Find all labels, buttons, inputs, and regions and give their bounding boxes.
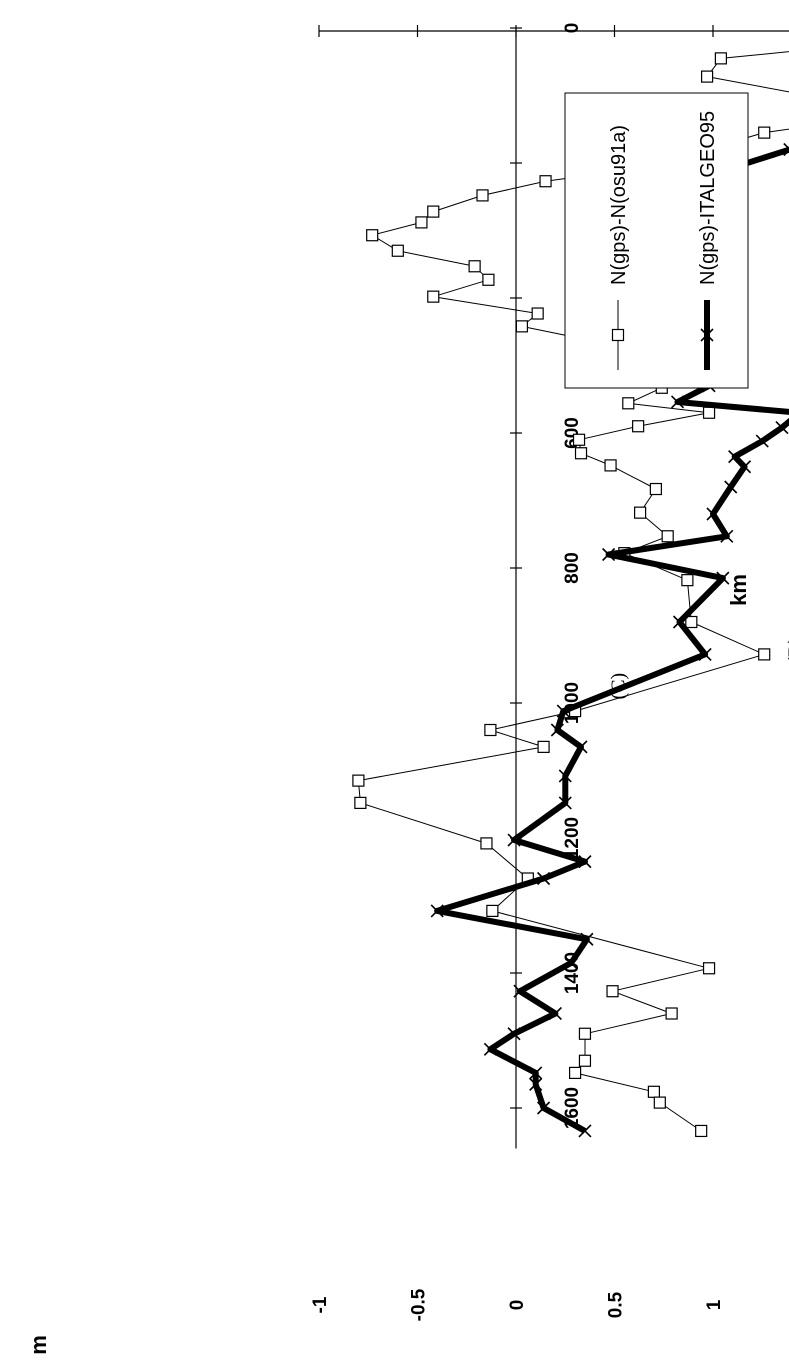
square-point	[622, 397, 635, 410]
y-tick-label: 1	[704, 1299, 725, 1310]
x-point	[550, 723, 564, 737]
square-point	[653, 1096, 666, 1109]
legend-entry: N(gps)-N(osu91a)	[608, 125, 630, 370]
x-point	[672, 615, 687, 629]
x-axis-title: km	[726, 574, 751, 606]
x-point	[558, 769, 572, 783]
x-point	[513, 984, 527, 998]
x-point	[548, 1006, 562, 1021]
legend-square-icon	[611, 328, 625, 342]
x-point	[737, 460, 752, 474]
x-point	[580, 932, 594, 946]
x-point	[507, 833, 521, 847]
annotation-label: (C)	[607, 673, 629, 700]
square-point	[574, 447, 588, 460]
y-tick-label: 0	[507, 1300, 528, 1311]
legend-box	[564, 92, 749, 389]
square-point	[758, 126, 771, 139]
x-point	[706, 507, 720, 521]
annotation-label: (B)	[785, 637, 789, 664]
square-point	[702, 962, 716, 975]
y-tick-label: 0.5	[606, 1291, 627, 1318]
square-point	[695, 1124, 708, 1138]
square-point	[415, 216, 428, 229]
square-point	[647, 1085, 661, 1098]
x-point	[537, 1101, 551, 1115]
square-point	[354, 796, 367, 810]
x-point	[574, 740, 588, 754]
x-point	[698, 647, 712, 661]
square-point	[568, 1066, 582, 1080]
square-point	[578, 1027, 592, 1040]
square-point	[366, 229, 379, 242]
square-point	[486, 904, 499, 918]
square-point	[537, 740, 550, 753]
square-point	[515, 320, 529, 333]
x-point	[602, 547, 616, 562]
square-point	[634, 506, 647, 519]
series-osu91a	[352, 51, 789, 1138]
series-line	[357, 51, 789, 1132]
square-point	[714, 52, 727, 65]
x-tick-label: 800	[562, 552, 583, 584]
x-point	[483, 1042, 497, 1056]
square-point	[665, 1007, 678, 1020]
x-point	[755, 434, 769, 448]
square-point	[632, 420, 645, 433]
x-tick-label: 0	[562, 23, 583, 34]
square-point	[700, 70, 714, 83]
x-point	[578, 855, 592, 869]
legend-entries: N(gps)-N(osu91a) N(gps)-ITALGEO95	[608, 111, 719, 370]
legend-label: N(gps)-N(osu91a)	[608, 125, 630, 285]
square-point	[468, 260, 481, 273]
square-point	[681, 574, 694, 587]
square-point	[427, 290, 440, 303]
x-point	[578, 1124, 592, 1138]
x-point	[537, 871, 551, 886]
y-tick-label: -0.5	[409, 1288, 430, 1321]
legend-x-icon	[700, 328, 714, 342]
square-point	[482, 273, 495, 286]
x-point	[775, 421, 789, 435]
y-axis-title: m	[26, 1335, 51, 1355]
square-point	[531, 307, 544, 320]
square-point	[702, 406, 716, 419]
x-point	[564, 956, 578, 970]
square-point	[539, 175, 552, 188]
square-point	[661, 530, 674, 543]
square-point	[427, 205, 440, 218]
square-point	[604, 459, 617, 472]
square-point	[578, 1054, 592, 1067]
legend-entry: N(gps)-ITALGEO95	[697, 111, 719, 370]
y-tick-label: -1	[310, 1296, 331, 1313]
square-point	[476, 189, 489, 202]
square-point	[606, 985, 619, 998]
y-axis-ticks: 2.521.510.50-0.5-1	[310, 25, 725, 1321]
x-point	[724, 480, 738, 494]
x-point	[529, 1066, 543, 1080]
legend: N(gps)-N(osu91a) N(gps)-ITALGEO95	[564, 92, 749, 389]
x-point	[558, 796, 572, 810]
x-point	[783, 142, 789, 157]
x-point	[430, 904, 444, 918]
x-point	[670, 395, 685, 409]
square-point	[572, 433, 586, 446]
x-point	[556, 704, 570, 718]
square-point	[480, 837, 493, 850]
x-point	[720, 529, 734, 543]
square-point	[391, 244, 404, 257]
legend-label: N(gps)-ITALGEO95	[697, 111, 719, 285]
x-point	[529, 1077, 543, 1091]
square-point	[758, 648, 771, 661]
x-point	[507, 1027, 521, 1041]
x-point	[716, 571, 730, 585]
x-tick-label: 1200	[562, 817, 583, 859]
square-point	[484, 723, 497, 737]
square-point	[685, 615, 698, 629]
square-point	[352, 774, 365, 787]
square-point	[649, 482, 662, 496]
